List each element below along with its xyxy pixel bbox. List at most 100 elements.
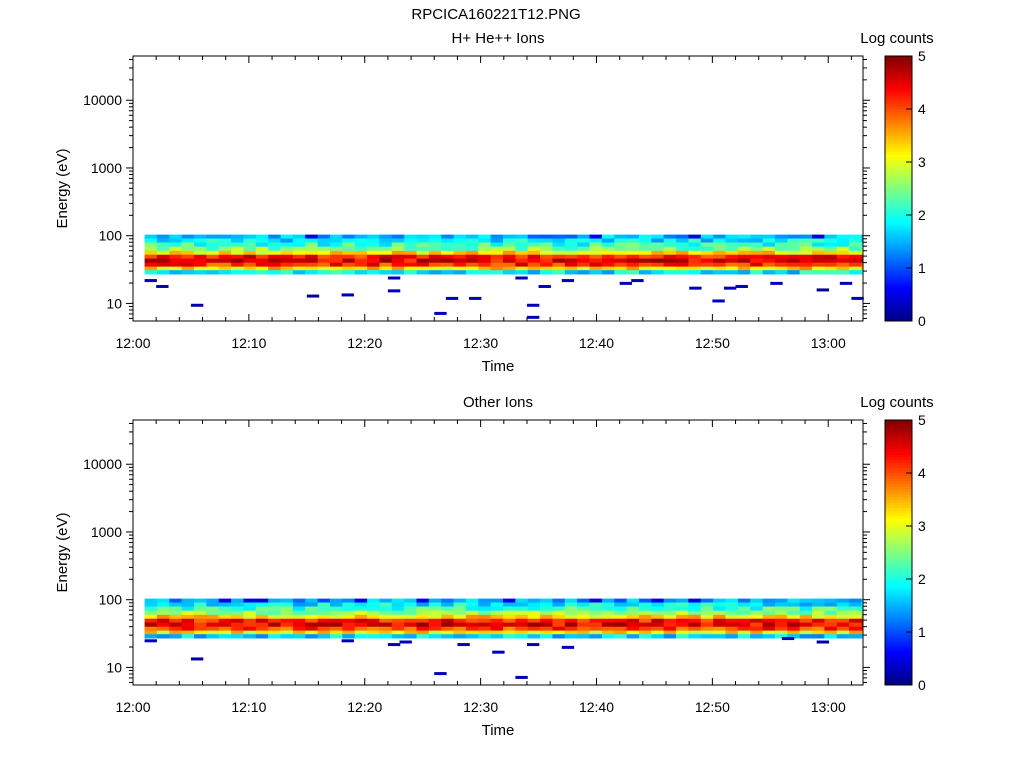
spectrogram-cell: [478, 242, 492, 248]
spectrogram-cell: [638, 634, 652, 639]
spectrogram-cell: [812, 258, 825, 264]
colorbar-segment: [885, 204, 912, 208]
spectrogram-cell: [194, 602, 207, 607]
spectrogram-cell: [614, 610, 628, 616]
colorbar-segment: [885, 222, 912, 227]
spectrogram-cell: [465, 254, 479, 259]
spectrogram-cell: [292, 614, 306, 620]
colorbar-tick-label: 2: [918, 207, 926, 223]
spectrogram-cell: [774, 622, 788, 628]
spectrogram-cell: [280, 602, 294, 607]
spectrogram-cell: [416, 238, 430, 243]
spectrogram-cell: [268, 606, 281, 612]
colorbar-segment: [885, 446, 912, 450]
spectrogram-cell: [206, 270, 220, 275]
figure-title: RPCICA160221T12.PNG: [411, 6, 580, 23]
spectrogram-cell: [342, 626, 356, 632]
low-energy-sample: [526, 303, 540, 307]
spectrogram-cell: [317, 242, 331, 248]
spectrogram-cell: [527, 258, 541, 264]
spectrogram-cell: [391, 610, 405, 616]
colorbar-segment: [885, 196, 912, 200]
spectrogram-cell: [614, 246, 628, 252]
colorbar-segment: [885, 74, 912, 78]
spectrogram-cell: [849, 622, 862, 628]
spectrogram-cell: [564, 598, 578, 603]
spectrogram-cell: [577, 234, 590, 239]
spectrogram-cell: [836, 262, 850, 268]
spectrogram-cell: [490, 254, 504, 259]
spectrogram-cell: [787, 238, 801, 243]
spectrogram-cell: [255, 630, 269, 635]
spectrogram-cell: [737, 614, 751, 620]
spectrogram-cell: [465, 270, 479, 275]
spectrogram-cell: [601, 622, 615, 628]
colorbar-segment: [885, 220, 912, 224]
colorbar-tick-label: 3: [918, 518, 926, 534]
spectrogram-cell: [206, 246, 220, 252]
spectrogram-cell: [626, 606, 640, 612]
spectrogram-cell: [404, 614, 417, 620]
spectrogram-cell: [626, 258, 640, 264]
spectrogram-cell: [305, 626, 319, 632]
colorbar-segment: [885, 547, 912, 551]
spectrogram-cell: [774, 598, 788, 603]
spectrogram-cell: [181, 634, 195, 639]
spectrogram-cell: [750, 602, 763, 607]
spectrogram-cell: [329, 262, 343, 268]
spectrogram-cell: [849, 258, 862, 264]
spectrogram-cell: [292, 626, 306, 632]
spectrogram-cell: [762, 242, 776, 248]
spectrogram-cell: [540, 630, 553, 635]
colorbar-segment: [885, 451, 912, 455]
spectrogram-cell: [836, 270, 850, 275]
spectrogram-cell: [527, 630, 541, 635]
spectrogram-cell: [836, 626, 850, 632]
spectrogram-cell: [268, 618, 281, 623]
low-energy-sample: [619, 281, 633, 285]
spectrogram-cell: [750, 606, 763, 612]
spectrogram-cell: [465, 630, 479, 635]
spectrogram-cell: [465, 602, 479, 607]
spectrogram-cell: [799, 234, 813, 239]
spectrogram-cell: [713, 258, 726, 264]
colorbar-segment: [885, 634, 912, 638]
spectrogram-cell: [676, 250, 689, 256]
spectrogram-cell: [243, 598, 257, 603]
spectrogram-cell: [589, 234, 603, 239]
spectrogram-cell: [404, 246, 417, 252]
spectrogram-cell: [638, 598, 652, 603]
spectrogram-cell: [676, 238, 689, 243]
spectrogram-cell: [206, 630, 220, 635]
spectrogram-cell: [169, 234, 183, 239]
spectrogram-cell: [255, 270, 269, 275]
spectrogram-cell: [404, 598, 417, 603]
spectrogram-cell: [540, 262, 553, 268]
spectrogram-cell: [552, 614, 566, 620]
spectrogram-cell: [540, 598, 553, 603]
spectrogram-cell: [700, 250, 714, 256]
spectrogram-cell: [441, 258, 454, 264]
colorbar-segment: [885, 172, 912, 176]
colorbar-segment: [885, 536, 912, 540]
spectrogram-cell: [861, 610, 864, 616]
colorbar-segment: [885, 162, 912, 166]
spectrogram-cell: [490, 618, 504, 623]
spectrogram-cell: [354, 270, 368, 275]
spectrogram-cell: [552, 610, 566, 616]
spectrogram-cell: [231, 266, 244, 271]
spectrogram-cell: [626, 598, 640, 603]
spectrogram-cell: [317, 606, 331, 612]
colorbar-segment: [885, 462, 912, 466]
spectrogram-cell: [354, 242, 368, 248]
colorbar-segment: [885, 496, 912, 500]
spectrogram-cell: [280, 254, 294, 259]
x-tick-label: 12:00: [115, 335, 150, 351]
spectrogram-cell: [812, 626, 825, 632]
spectrogram-cell: [404, 242, 417, 248]
spectrogram-cell: [404, 610, 417, 616]
spectrogram-cell: [688, 622, 702, 628]
spectrogram-cell: [836, 598, 850, 603]
spectrogram-cell: [416, 606, 430, 612]
spectrogram-cell: [713, 270, 726, 275]
